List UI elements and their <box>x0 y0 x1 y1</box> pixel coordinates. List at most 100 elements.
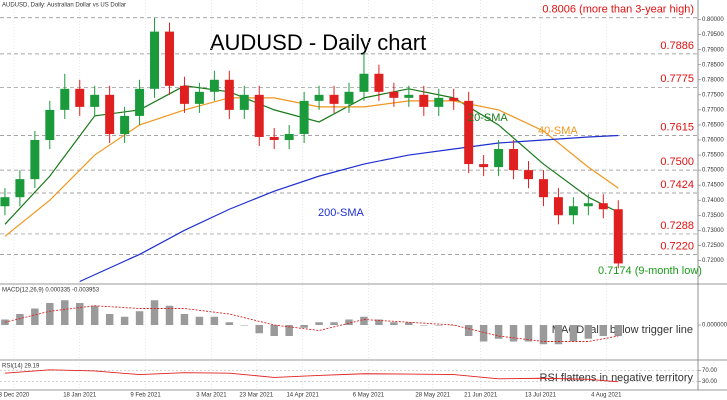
macd-bar <box>31 308 39 325</box>
candle-body <box>404 94 414 98</box>
candle-body <box>224 79 234 110</box>
macd-bar <box>255 325 263 334</box>
macd-bar <box>16 314 24 325</box>
macd-bar <box>270 325 278 336</box>
y-tick-label: 0.74500 <box>702 183 724 189</box>
candle-body <box>553 197 563 216</box>
candle-body <box>613 209 623 264</box>
x-tick-label: 28 May 2021 <box>415 393 450 399</box>
macd-bar <box>150 300 159 325</box>
macd-bar <box>435 325 443 326</box>
macd-bar <box>61 300 69 325</box>
candle-body <box>494 149 504 168</box>
candle-body <box>105 94 115 134</box>
x-tick-label: 13 Jul 2021 <box>525 393 557 399</box>
rsi-line <box>4 369 619 383</box>
candle-body <box>583 203 593 207</box>
macd-bar <box>539 325 548 345</box>
y-tick-label: 70.00 <box>702 368 718 374</box>
y-tick-label: 0.77000 <box>702 107 724 113</box>
y-tick-label: 0.74000 <box>702 198 724 204</box>
y-tick-label: 0.72500 <box>702 243 724 249</box>
y-tick-label: 0.77500 <box>702 92 724 98</box>
candle-body <box>389 91 399 98</box>
chart-title: AUDUSD - Daily chart <box>210 30 426 55</box>
macd-bar <box>584 325 593 339</box>
macd-bar <box>195 316 204 325</box>
macd-bar <box>300 325 308 328</box>
level-label: 0.7886 <box>660 40 694 52</box>
candle-body <box>344 91 354 104</box>
macd-bar <box>75 303 84 325</box>
candle-body <box>524 170 533 180</box>
macd-bar <box>105 314 114 325</box>
candle-body <box>374 73 384 92</box>
macd-bar <box>345 319 353 325</box>
candle-body <box>90 94 100 107</box>
macd-bar <box>285 325 293 336</box>
candle-body <box>15 179 25 198</box>
macd-bar <box>1 319 9 325</box>
signal-line <box>4 305 619 342</box>
chart-subtitle: AUDUSD, Daily: Australian Dollar vs US D… <box>2 3 126 9</box>
x-tick-label: 18 Jan 2021 <box>63 393 97 399</box>
sma-label: 40-SMA <box>538 125 578 137</box>
macd-bar <box>375 319 383 325</box>
candle-body <box>150 31 160 89</box>
x-tick-label: 3 Dec 2020 <box>0 393 30 399</box>
macd-bar <box>405 322 413 325</box>
y-tick-label: 0.75500 <box>702 153 724 159</box>
candle-body <box>75 88 85 107</box>
y-tick-label: 30.00 <box>702 379 718 385</box>
x-tick-label: 14 Apr 2021 <box>286 393 319 399</box>
candle-body <box>359 73 369 92</box>
x-tick-label: 4 Aug 2021 <box>591 393 622 399</box>
y-tick-label: 0.79500 <box>702 32 724 38</box>
macd-label: MACD(12,26,9) 0.000335 -0.003953 <box>2 288 100 294</box>
candle-body <box>269 136 279 140</box>
candle-body <box>254 94 264 137</box>
y-tick-label: 0.73500 <box>702 213 724 219</box>
sma-label: 20-SMA <box>468 112 508 124</box>
level-label: 0.7424 <box>660 179 694 191</box>
level-label: 0.8006 (more than 3-year high) <box>542 4 694 16</box>
candle-body <box>45 109 55 140</box>
macd-bar <box>330 322 338 325</box>
sma-label: 200-SMA <box>318 207 365 219</box>
rsi-annotation: RSI flattens in negative territory <box>540 372 694 384</box>
macd-bar <box>90 305 99 325</box>
macd-bar <box>614 325 623 336</box>
rsi-label: RSI(14) 29.19 <box>2 364 40 370</box>
candle-body <box>165 31 174 86</box>
macd-bar <box>46 303 54 325</box>
macd-bar <box>135 311 144 325</box>
macd-bar <box>420 325 428 326</box>
y-tick-label: 0.73000 <box>702 228 724 234</box>
y-tick-label: 0.72000 <box>702 258 724 264</box>
candle-body <box>135 88 145 116</box>
macd-bar <box>494 325 503 339</box>
y-tick-label: 0.79000 <box>702 47 724 53</box>
y-tick-label: 0.78000 <box>702 77 724 83</box>
macd-bar <box>569 325 578 342</box>
candle-body <box>209 79 219 92</box>
candle-body <box>449 97 459 101</box>
macd-bar <box>180 314 189 325</box>
macd-bar <box>390 322 398 325</box>
candle-body <box>598 203 608 210</box>
candle-body <box>299 100 309 134</box>
macd-bar <box>464 325 473 336</box>
candle-body <box>194 91 204 104</box>
candle-body <box>0 197 10 207</box>
y-tick-label: 0.76500 <box>702 123 724 129</box>
y-tick-label: 0.000000 <box>702 323 727 329</box>
macd-bar <box>165 305 174 325</box>
y-tick-label: 0.78500 <box>702 62 724 68</box>
macd-bar <box>554 325 563 345</box>
candle-body <box>329 94 339 104</box>
macd-bar <box>225 322 234 325</box>
x-tick-label: 3 Mar 2021 <box>196 393 227 399</box>
x-tick-label: 21 Jun 2021 <box>464 393 498 399</box>
candle-body <box>284 133 294 140</box>
macd-bar <box>509 325 518 342</box>
